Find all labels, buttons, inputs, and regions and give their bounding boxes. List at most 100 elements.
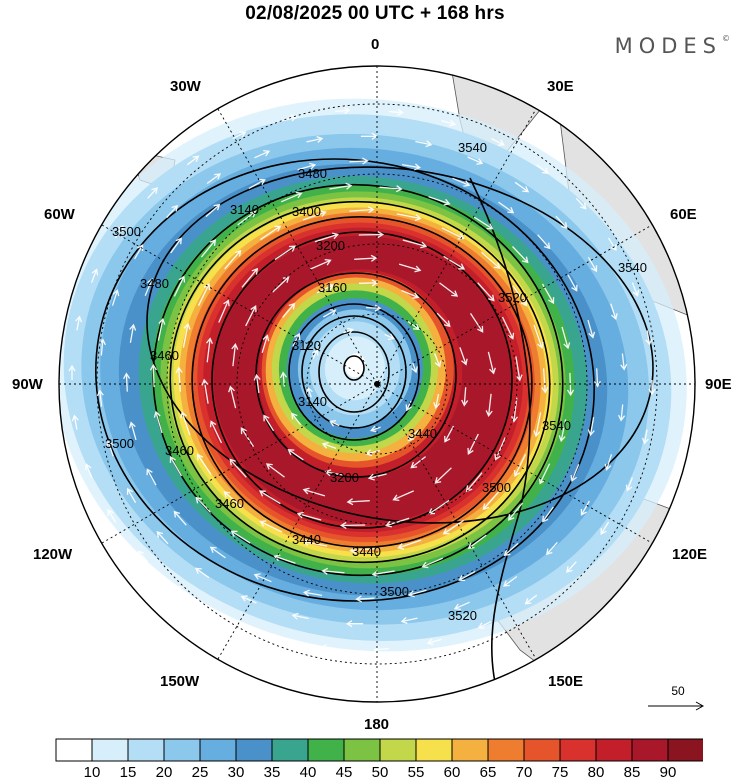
contour-label: 3160 bbox=[318, 280, 347, 295]
wind-vector bbox=[524, 594, 538, 605]
wind-vector bbox=[441, 119, 457, 127]
wind-vector bbox=[512, 246, 529, 264]
wind-vector bbox=[367, 473, 387, 481]
wind-vector bbox=[219, 614, 233, 622]
colorbar-label: 20 bbox=[155, 764, 173, 781]
wind-vector bbox=[405, 400, 412, 412]
colorbar-label: 30 bbox=[227, 764, 245, 781]
wind-vector bbox=[537, 234, 551, 250]
contour-label: 3440 bbox=[292, 532, 321, 547]
wind-vector bbox=[434, 467, 452, 484]
contour-3440 bbox=[191, 216, 533, 548]
lon-label-150e: 150E bbox=[548, 673, 584, 690]
wind-vector bbox=[205, 337, 213, 363]
colorbar-box bbox=[487, 738, 525, 762]
lat-circle-inner bbox=[236, 243, 518, 525]
contour-label: 3460 bbox=[165, 443, 194, 458]
contour-label: 3460 bbox=[150, 348, 179, 363]
wind-vector bbox=[570, 463, 580, 482]
contour-3160 bbox=[288, 303, 420, 441]
colorbar-label: 25 bbox=[191, 764, 209, 781]
contour-label: 3500 bbox=[380, 584, 409, 599]
wind-vector bbox=[209, 546, 226, 559]
meridian-150 bbox=[217, 108, 537, 660]
colorbar-box bbox=[415, 738, 453, 762]
wind-vector bbox=[593, 368, 601, 388]
map-disk: 3480 3400 3140 3500 3480 3460 3160 3120 3200 3140… bbox=[59, 66, 695, 702]
contour-3140 bbox=[301, 315, 407, 429]
colorbar-box bbox=[667, 738, 703, 762]
contour-label: 3440 bbox=[408, 426, 437, 441]
wind-vector bbox=[241, 267, 259, 288]
wind-vector bbox=[354, 254, 378, 262]
wind-vector bbox=[320, 644, 336, 652]
wind-vector bbox=[71, 414, 79, 430]
wind-vector bbox=[587, 319, 596, 339]
wind-vector bbox=[147, 187, 158, 199]
wind-vector bbox=[443, 255, 466, 270]
wind-vector bbox=[561, 326, 571, 350]
contour-label: 3520 bbox=[448, 608, 477, 623]
wind-vector bbox=[129, 323, 137, 343]
wind-vector bbox=[477, 620, 492, 629]
wind-vector bbox=[128, 421, 137, 441]
wind-vector bbox=[302, 538, 328, 547]
modes-logo: MODES© bbox=[615, 34, 730, 58]
lon-label-90e: 90E bbox=[705, 376, 732, 393]
contour-label: 3540 bbox=[458, 140, 487, 155]
wind-vector bbox=[459, 347, 468, 366]
colorbar-label: 90 bbox=[659, 764, 677, 781]
wind-vector bbox=[107, 509, 116, 523]
wind-vector bbox=[467, 433, 479, 455]
colorbar-box bbox=[343, 738, 381, 762]
colorbar-box bbox=[91, 738, 129, 762]
wind-vector bbox=[442, 519, 464, 535]
contour-label: 3540 bbox=[542, 418, 571, 433]
wind-vector bbox=[254, 149, 271, 159]
wind-vector bbox=[282, 114, 298, 122]
colorbar-box bbox=[523, 738, 561, 762]
wind-vector bbox=[258, 490, 281, 505]
wind-vector bbox=[441, 227, 465, 240]
wind-vector bbox=[137, 550, 149, 563]
wind-vector bbox=[511, 397, 519, 423]
wind-vector bbox=[346, 498, 370, 506]
wind-vector bbox=[321, 441, 337, 450]
contour-label: 3440 bbox=[352, 544, 381, 559]
wind-vector bbox=[407, 429, 419, 442]
contour-label: 3400 bbox=[292, 204, 321, 219]
wind-vector bbox=[297, 162, 317, 171]
wind-vector bbox=[384, 333, 395, 340]
colorbar-label: 50 bbox=[371, 764, 389, 781]
lat-circle-mid bbox=[166, 173, 588, 595]
wind-vector bbox=[461, 387, 469, 407]
wind-vector bbox=[170, 237, 182, 254]
wind-vector bbox=[287, 448, 304, 461]
colorbar-label: 65 bbox=[479, 764, 497, 781]
contour-label: 3540 bbox=[618, 260, 647, 275]
wind-vector bbox=[487, 351, 496, 375]
wind-vector bbox=[302, 210, 327, 221]
wind-vector bbox=[371, 570, 395, 578]
wind-vector bbox=[481, 251, 501, 269]
wind-vector bbox=[302, 589, 323, 597]
colorbar-box bbox=[559, 738, 597, 762]
wind-vector bbox=[538, 463, 551, 485]
wind-vector bbox=[465, 472, 483, 493]
pole-marker bbox=[374, 381, 380, 387]
wind-vector bbox=[631, 282, 640, 297]
wind-vector bbox=[175, 366, 183, 392]
wind-vector bbox=[388, 108, 404, 116]
wind-vector bbox=[407, 589, 427, 598]
contour-3120 bbox=[318, 331, 390, 413]
wind-vector bbox=[567, 274, 578, 292]
meridian-30 bbox=[217, 108, 537, 660]
wind-vector bbox=[223, 491, 243, 509]
wind-vector bbox=[402, 239, 428, 249]
wind-vector bbox=[260, 225, 282, 241]
wind-vector bbox=[240, 595, 257, 604]
reference-vector-label: 50 bbox=[671, 684, 685, 698]
lon-label-90w: 90W bbox=[12, 376, 43, 393]
wind-vector bbox=[467, 156, 484, 165]
colorbar-label: 40 bbox=[299, 764, 317, 781]
